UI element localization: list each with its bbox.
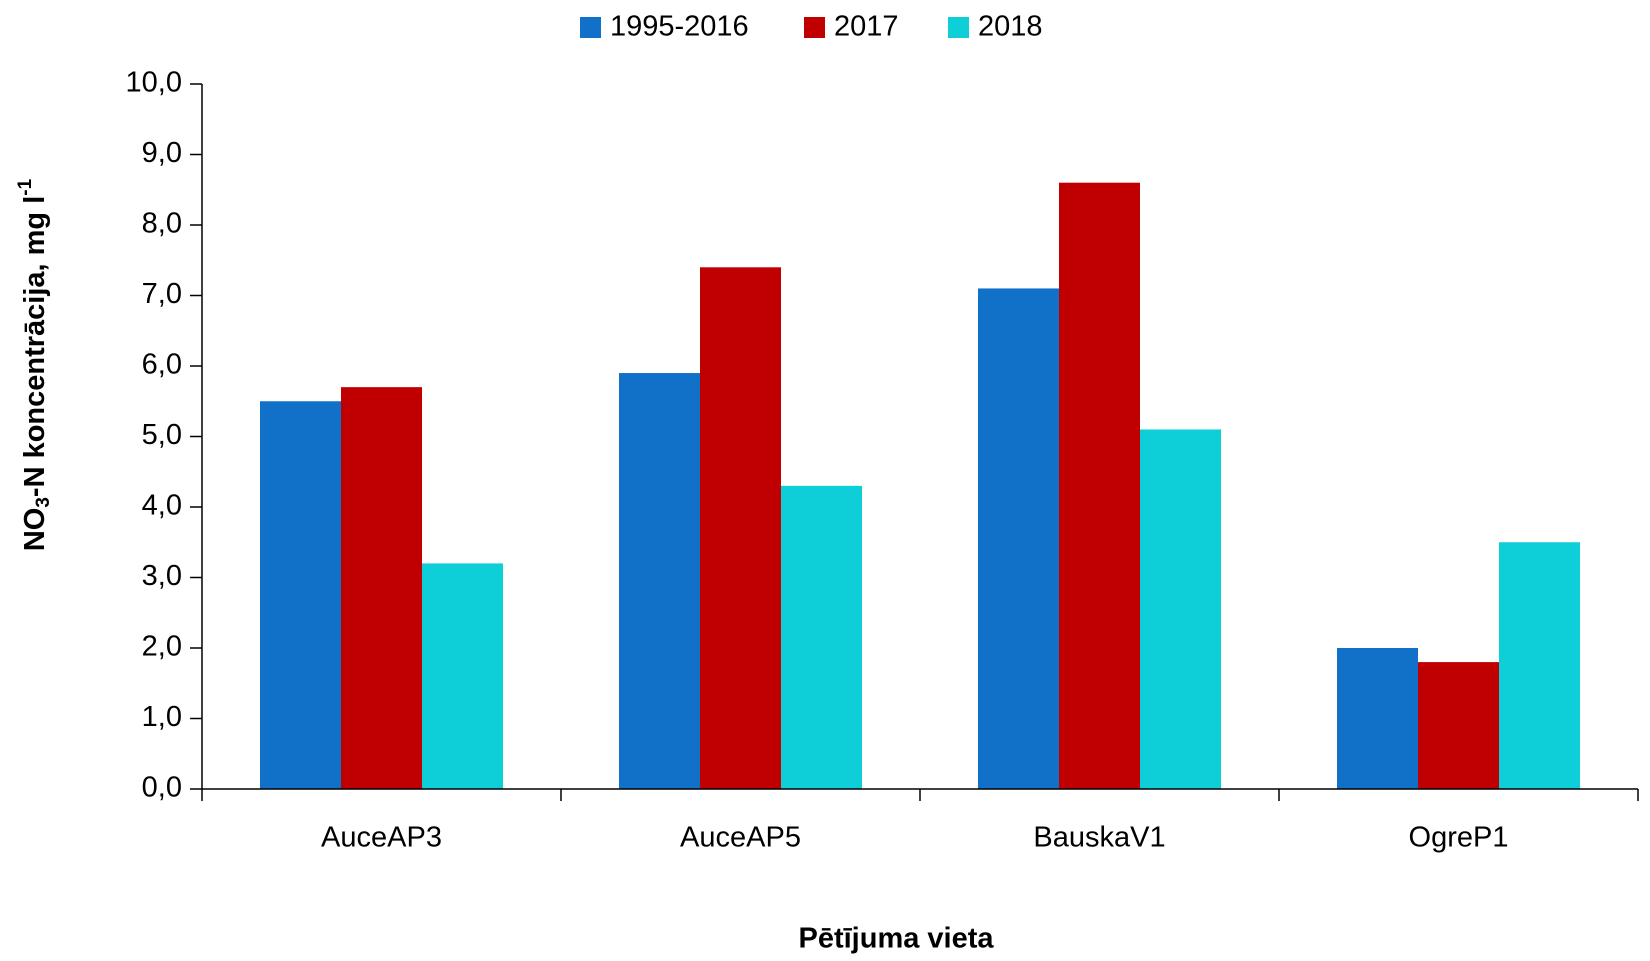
- bar: [1140, 429, 1221, 789]
- legend-swatch: [948, 17, 969, 38]
- y-tick-label: 0,0: [142, 772, 182, 804]
- bar: [700, 267, 781, 789]
- x-axis-label: Pētījuma vieta: [798, 923, 994, 955]
- bar: [341, 387, 422, 789]
- y-tick-label: 10,0: [126, 67, 182, 99]
- x-tick-label: AuceAP5: [680, 822, 801, 854]
- bar: [1499, 542, 1580, 789]
- y-axis-label-part: -N koncentrācija, mg l: [19, 196, 51, 497]
- bar: [781, 485, 862, 789]
- x-tick-label: OgreP1: [1409, 822, 1509, 854]
- x-tick-label: AuceAP3: [321, 822, 442, 854]
- legend-label: 1995-2016: [610, 11, 749, 43]
- y-tick-label: 3,0: [142, 560, 182, 592]
- y-tick-label: 4,0: [142, 490, 182, 522]
- bar: [260, 401, 341, 789]
- y-tick-label: 8,0: [142, 208, 182, 240]
- y-tick-label: 6,0: [142, 349, 182, 381]
- legend-swatch: [804, 17, 825, 38]
- bar: [1418, 662, 1499, 789]
- bar: [1337, 648, 1418, 789]
- x-tick-label: BauskaV1: [1033, 822, 1165, 854]
- y-axis-label: NO3-N koncentrācija, mg l-1: [15, 178, 54, 551]
- bar: [978, 288, 1059, 789]
- bar: [1059, 182, 1140, 789]
- legend-swatch: [580, 17, 601, 38]
- legend-label: 2017: [834, 11, 899, 43]
- y-tick-label: 9,0: [142, 137, 182, 169]
- y-axis-label-sup: -1: [15, 178, 36, 195]
- y-axis-label-sub: 3: [33, 497, 54, 508]
- bar: [422, 563, 503, 789]
- bar: [619, 373, 700, 789]
- y-axis-label-part: NO: [19, 508, 51, 552]
- y-tick-label: 5,0: [142, 419, 182, 451]
- y-tick-label: 1,0: [142, 701, 182, 733]
- legend-label: 2018: [978, 11, 1043, 43]
- y-tick-label: 7,0: [142, 278, 182, 310]
- y-tick-label: 2,0: [142, 631, 182, 663]
